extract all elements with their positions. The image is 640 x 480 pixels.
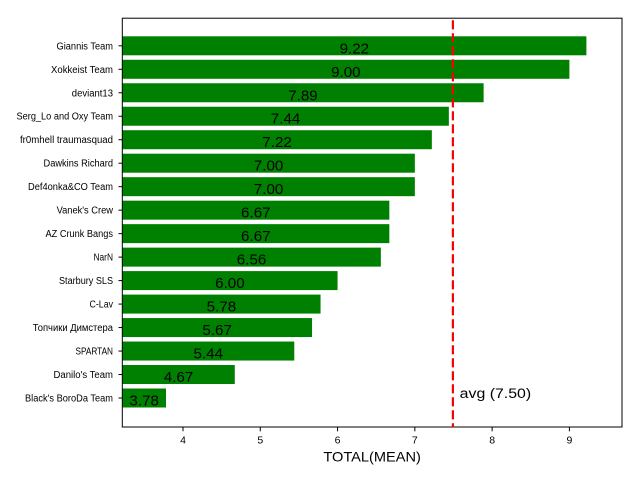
svg-text:6.00: 6.00 <box>215 276 245 292</box>
svg-text:4: 4 <box>180 435 186 447</box>
svg-text:AZ Crunk Bangs: AZ Crunk Bangs <box>46 229 114 240</box>
svg-text:5.44: 5.44 <box>194 347 224 363</box>
svg-text:6.56: 6.56 <box>237 253 267 269</box>
svg-text:NarN: NarN <box>94 253 114 264</box>
svg-text:C-Lav: C-Lav <box>90 300 114 311</box>
svg-text:5.67: 5.67 <box>202 323 232 339</box>
svg-text:Dawkins Richard: Dawkins Richard <box>44 159 114 170</box>
svg-text:fr0mhell traumasquad: fr0mhell traumasquad <box>20 135 113 146</box>
svg-text:SPARTAN: SPARTAN <box>76 347 114 358</box>
svg-text:9.22: 9.22 <box>340 41 370 57</box>
svg-text:4.67: 4.67 <box>164 370 194 386</box>
svg-text:6: 6 <box>335 435 341 447</box>
svg-text:7.00: 7.00 <box>254 159 284 175</box>
svg-text:6.67: 6.67 <box>241 206 271 222</box>
svg-text:5.78: 5.78 <box>207 300 237 316</box>
svg-text:Serg_Lo and Oxy Team: Serg_Lo and Oxy Team <box>17 112 114 123</box>
svg-text:7.44: 7.44 <box>271 112 301 128</box>
svg-text:Топчики Димстера: Топчики Димстера <box>33 323 114 334</box>
svg-text:Black's BoroDa Team: Black's BoroDa Team <box>25 394 113 405</box>
svg-text:TOTAL(MEAN): TOTAL(MEAN) <box>323 449 421 465</box>
svg-text:Def4onka&CO Team: Def4onka&CO Team <box>28 182 113 193</box>
svg-text:Starbury SLS: Starbury SLS <box>59 276 113 287</box>
svg-text:Vanek's Crew: Vanek's Crew <box>57 206 114 217</box>
svg-text:avg (7.50): avg (7.50) <box>460 386 532 401</box>
svg-text:Danilo's Team: Danilo's Team <box>54 370 114 381</box>
svg-text:9.00: 9.00 <box>331 65 361 81</box>
svg-text:7.00: 7.00 <box>254 182 284 198</box>
svg-text:5: 5 <box>257 435 263 447</box>
svg-text:deviant13: deviant13 <box>72 88 114 99</box>
svg-text:Xokkeist Team: Xokkeist Team <box>51 65 113 76</box>
svg-text:7: 7 <box>412 435 418 447</box>
svg-text:7.89: 7.89 <box>288 88 318 104</box>
svg-text:8: 8 <box>489 435 495 447</box>
svg-text:6.67: 6.67 <box>241 229 271 245</box>
svg-text:9: 9 <box>566 435 572 447</box>
svg-text:Giannis Team: Giannis Team <box>57 41 114 52</box>
svg-text:7.22: 7.22 <box>262 135 292 151</box>
svg-text:3.78: 3.78 <box>129 394 159 410</box>
